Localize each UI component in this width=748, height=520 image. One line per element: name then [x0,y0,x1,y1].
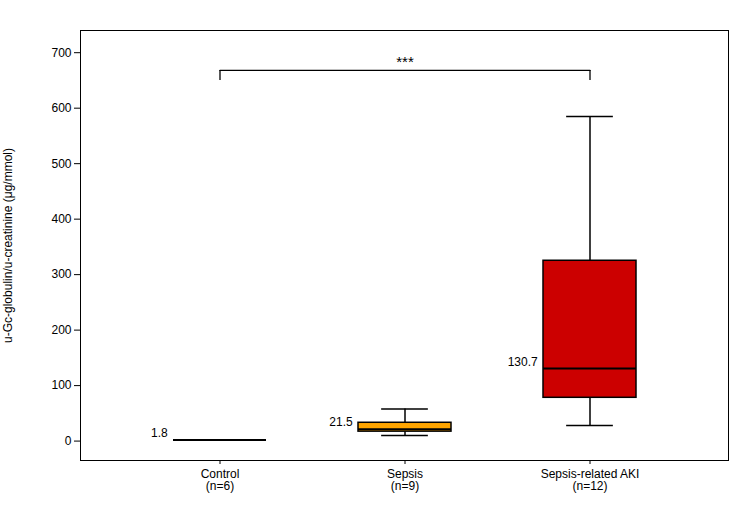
svg-text:0: 0 [65,434,72,448]
svg-text:1.8: 1.8 [151,426,168,440]
svg-text:500: 500 [51,157,71,171]
svg-text:Sepsis(n=9): Sepsis(n=9) [387,467,423,493]
svg-text:100: 100 [51,378,71,392]
svg-text:21.5: 21.5 [329,415,353,429]
svg-text:Control(n=6): Control(n=6) [201,467,240,493]
svg-text:Sepsis-related AKI(n=12): Sepsis-related AKI(n=12) [541,467,640,493]
svg-text:400: 400 [51,212,71,226]
svg-text:***: *** [396,53,414,70]
svg-text:600: 600 [51,101,71,115]
svg-text:300: 300 [51,267,71,281]
svg-text:u-Gc-globulin/u-creatinine (μg: u-Gc-globulin/u-creatinine (μg/mmol) [1,148,15,343]
svg-text:700: 700 [51,46,71,60]
svg-text:130.7: 130.7 [508,355,538,369]
svg-text:200: 200 [51,323,71,337]
